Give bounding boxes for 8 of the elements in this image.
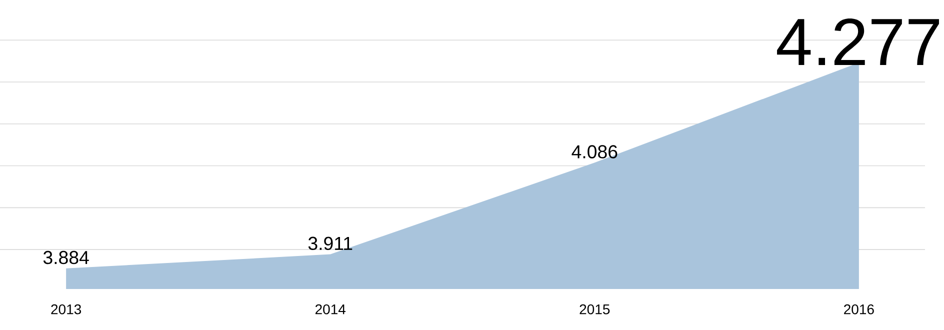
x-tick-label: 2014 <box>315 304 346 314</box>
x-tick-label: 2016 <box>844 304 874 314</box>
data-label: 4.086 <box>572 145 618 158</box>
data-label: 3.884 <box>43 250 89 264</box>
data-label: 3.911 <box>308 236 352 250</box>
x-tick-label: 2015 <box>580 304 610 314</box>
data-label: 4.277 <box>777 18 939 66</box>
x-tick-label: 2013 <box>51 304 82 314</box>
